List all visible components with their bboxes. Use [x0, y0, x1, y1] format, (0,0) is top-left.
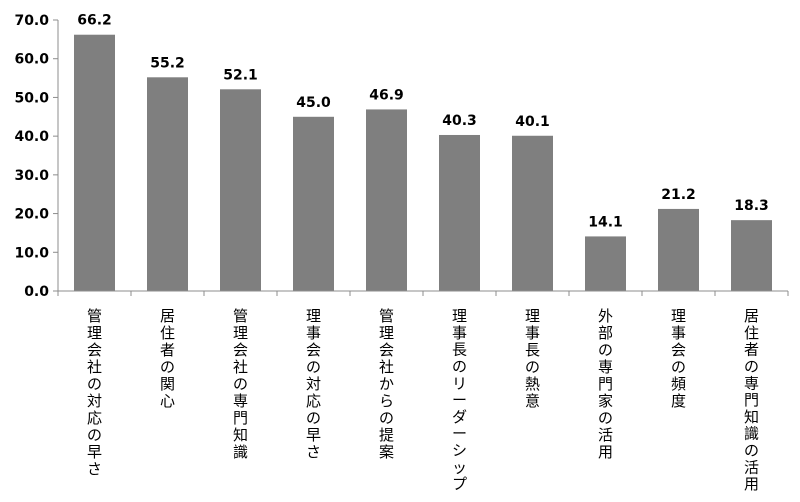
- bar: [366, 109, 407, 292]
- data-label: 66.2: [77, 13, 112, 29]
- bar: [147, 77, 188, 291]
- data-label: 40.1: [515, 114, 550, 130]
- data-label: 45.0: [296, 95, 331, 111]
- bars: [74, 34, 772, 292]
- data-label: 18.3: [734, 198, 769, 214]
- category-label: 外部の専門家の活用: [598, 307, 613, 461]
- bar: [74, 34, 115, 292]
- data-label: 52.1: [223, 67, 258, 83]
- data-label: 40.3: [442, 113, 477, 129]
- y-tick-label: 40.0: [14, 129, 49, 145]
- y-tick-label: 60.0: [14, 52, 49, 68]
- y-tick-label: 30.0: [14, 168, 49, 184]
- category-label: 居住者の専門知識の活用: [744, 307, 759, 493]
- category-label: 理事会の頻度: [671, 307, 686, 410]
- category-label: 理事長の熱意: [525, 307, 540, 410]
- y-tick-label: 50.0: [14, 90, 49, 106]
- category-label: 理事長のリーダーシップ: [452, 307, 467, 493]
- bar: [293, 116, 334, 292]
- data-label: 46.9: [369, 87, 404, 103]
- y-tick-label: 0.0: [24, 284, 49, 300]
- y-tick-label: 10.0: [14, 245, 49, 261]
- bar: [512, 135, 553, 291]
- bar: [439, 134, 480, 291]
- y-tick-label: 20.0: [14, 207, 49, 223]
- y-tick-label: 70.0: [14, 13, 49, 29]
- bar: [658, 208, 699, 291]
- y-axis: 0.0 10.0 20.0 30.0 40.0 50.0 60.0 70.0: [14, 13, 59, 300]
- category-labels: 管理会社の対応の早さ 居住者の関心 管理会社の専門知識 理事会の対応の早さ 管理会社から…: [87, 307, 759, 493]
- data-label: 21.2: [661, 187, 696, 203]
- data-label: 55.2: [150, 55, 185, 71]
- bar: [220, 89, 261, 291]
- data-label: 14.1: [588, 214, 623, 230]
- category-label: 管理会社の対応の早さ: [87, 307, 102, 478]
- category-label: 居住者の関心: [160, 307, 175, 410]
- data-labels: 66.2 55.2 52.1 45.0 46.9 40.3 40.1 14.1 21.2 18.3: [77, 13, 769, 231]
- bar: [585, 236, 626, 291]
- category-label: 管理会社の専門知識: [233, 307, 248, 461]
- bar: [731, 220, 772, 291]
- category-label: 理事会の対応の早さ: [306, 307, 321, 461]
- x-axis: [57, 290, 789, 296]
- category-label: 管理会社からの提案: [379, 307, 394, 461]
